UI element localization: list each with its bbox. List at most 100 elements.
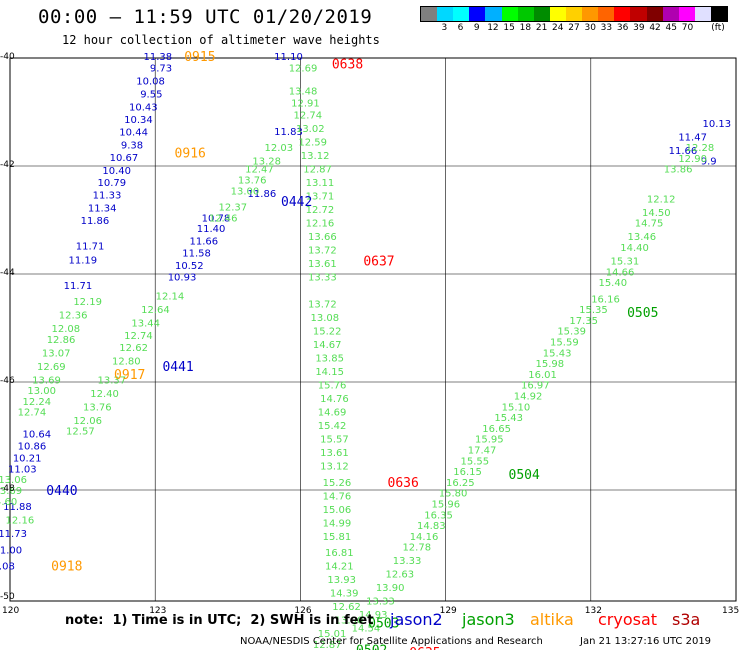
wave-height-value: 14.60 bbox=[0, 497, 17, 508]
pass-time-label: 0441 bbox=[162, 360, 193, 375]
page-title: 00:00 – 11:59 UTC 01/20/2019 bbox=[38, 6, 373, 28]
wave-height-value: 15.01 bbox=[318, 629, 347, 640]
pass-time-label: 0505 bbox=[627, 306, 658, 321]
color-swatch bbox=[533, 7, 550, 21]
longitude-label: 129 bbox=[439, 606, 457, 616]
longitude-label: 120 bbox=[2, 606, 20, 616]
wave-height-value: 13.90 bbox=[335, 616, 364, 627]
wave-height-value: 13.12 bbox=[320, 462, 349, 473]
wave-height-value: 9.9 bbox=[701, 157, 717, 168]
pass-time-label: 0638 bbox=[332, 57, 363, 72]
wave-height-value: 12.62 bbox=[119, 343, 148, 354]
wave-height-value: 14.76 bbox=[323, 491, 352, 502]
wave-height-value: 15.96 bbox=[431, 500, 460, 511]
wave-height-value: 13.28 bbox=[252, 157, 281, 168]
wave-height-value: 11.73 bbox=[0, 529, 27, 540]
color-legend-label: 33 bbox=[600, 23, 613, 33]
wave-height-value: 15.31 bbox=[611, 257, 640, 268]
wave-height-value: 13.07 bbox=[42, 348, 71, 359]
wave-height-value: 14.67 bbox=[313, 340, 342, 351]
wave-height-value: 10.67 bbox=[110, 153, 139, 164]
pass-time-label: 0918 bbox=[51, 560, 82, 575]
wave-height-value: 10.40 bbox=[102, 166, 131, 177]
wave-height-value: 14.21 bbox=[325, 562, 354, 573]
color-swatch bbox=[678, 7, 695, 21]
color-swatch bbox=[565, 7, 583, 21]
wave-height-value: 11.71 bbox=[76, 241, 105, 252]
wave-height-value: 10.93 bbox=[168, 273, 197, 284]
color-legend-label: 42 bbox=[649, 23, 661, 33]
wave-height-value: 12.28 bbox=[686, 143, 715, 154]
color-swatch bbox=[469, 7, 486, 21]
wave-height-value: 16.65 bbox=[482, 424, 511, 435]
wave-height-value: 13.08 bbox=[310, 313, 339, 324]
wave-height-value: 15.26 bbox=[323, 478, 352, 489]
wave-height-value: 15.59 bbox=[550, 338, 579, 349]
map-grid bbox=[10, 58, 736, 601]
wave-height-value: 15.06 bbox=[323, 505, 352, 516]
wave-height-value: 14.69 bbox=[318, 408, 347, 419]
color-swatch bbox=[485, 7, 502, 21]
wave-height-value: 15.95 bbox=[475, 435, 504, 446]
wave-height-value: 15.10 bbox=[502, 402, 531, 413]
pass-time-label: 0504 bbox=[509, 468, 540, 483]
wave-height-value: 10.13 bbox=[703, 119, 732, 130]
latitude-label: -44 bbox=[0, 268, 15, 278]
wave-height-value: 15.57 bbox=[320, 435, 349, 446]
wave-height-value: 13.85 bbox=[315, 354, 344, 365]
wave-height-value: 13.33 bbox=[308, 273, 337, 284]
latitude-label: -50 bbox=[0, 592, 15, 602]
wave-height-value: 11.00 bbox=[0, 545, 22, 556]
wave-height-value: 11.19 bbox=[68, 255, 97, 266]
wave-height-value: 12.74 bbox=[294, 111, 323, 122]
wave-height-value: 12.78 bbox=[402, 543, 431, 554]
pass-time-label: 0636 bbox=[388, 476, 419, 491]
wave-height-value: 14.75 bbox=[635, 219, 664, 230]
wave-height-value: 13.69 bbox=[32, 375, 61, 386]
pass-time-label: 0502 bbox=[356, 643, 387, 650]
wave-height-value: 14.93 bbox=[359, 610, 388, 621]
wave-height-value: 13.06 bbox=[0, 475, 27, 486]
wave-height-value: 17.35 bbox=[569, 316, 598, 327]
wave-height-value: 16.15 bbox=[453, 467, 482, 478]
wave-height-value: 13.11 bbox=[306, 178, 335, 189]
wave-height-value: 13.90 bbox=[376, 583, 405, 594]
longitude-label: 135 bbox=[722, 606, 740, 616]
color-swatch bbox=[437, 7, 454, 21]
latitude-label: -46 bbox=[0, 376, 15, 386]
color-legend-label: (ft) bbox=[711, 23, 725, 33]
wave-height-value: 11.88 bbox=[3, 502, 32, 513]
wave-height-value: 14.92 bbox=[514, 392, 543, 403]
wave-height-value: 13.72 bbox=[308, 300, 337, 311]
color-legend-label: 6 bbox=[457, 23, 464, 33]
color-swatch bbox=[598, 7, 615, 21]
wave-height-value: 12.16 bbox=[306, 219, 335, 230]
wave-height-value: 12.63 bbox=[385, 570, 414, 581]
wave-height-value: 14.15 bbox=[315, 367, 344, 378]
wave-height-value: 16.81 bbox=[325, 548, 354, 559]
wave-height-value: 15.43 bbox=[494, 413, 523, 424]
wave-height-value: 11.66 bbox=[669, 146, 698, 157]
wave-height-value: 13.76 bbox=[83, 402, 112, 413]
wave-height-value: 11.10 bbox=[274, 52, 303, 63]
wave-height-value: 11.40 bbox=[197, 224, 226, 235]
wave-height-value: 11.83 bbox=[274, 127, 303, 138]
color-legend-label: 12 bbox=[487, 23, 499, 33]
wave-height-value: 12.03 bbox=[264, 143, 293, 154]
wave-height-value: 12.08 bbox=[52, 324, 81, 335]
color-swatch bbox=[694, 7, 711, 21]
wave-height-value: 12.57 bbox=[66, 427, 95, 438]
color-legend bbox=[420, 6, 728, 22]
wave-height-value: 13.33 bbox=[366, 597, 395, 608]
wave-height-value: 12.72 bbox=[306, 205, 335, 216]
wave-height-value: 15.35 bbox=[579, 305, 608, 316]
wave-height-value: 16.16 bbox=[591, 294, 620, 305]
color-swatch bbox=[614, 7, 631, 21]
wave-height-value: 13.48 bbox=[289, 86, 318, 97]
wave-height-value: 13.71 bbox=[306, 192, 335, 203]
pass-time-label: 0915 bbox=[184, 50, 215, 65]
latitude-label: -42 bbox=[0, 160, 15, 170]
generated-timestamp: Jan 21 13:27:16 UTC 2019 bbox=[580, 636, 712, 647]
pass-time-label: 0637 bbox=[363, 255, 394, 270]
color-legend-label: 18 bbox=[519, 23, 532, 33]
